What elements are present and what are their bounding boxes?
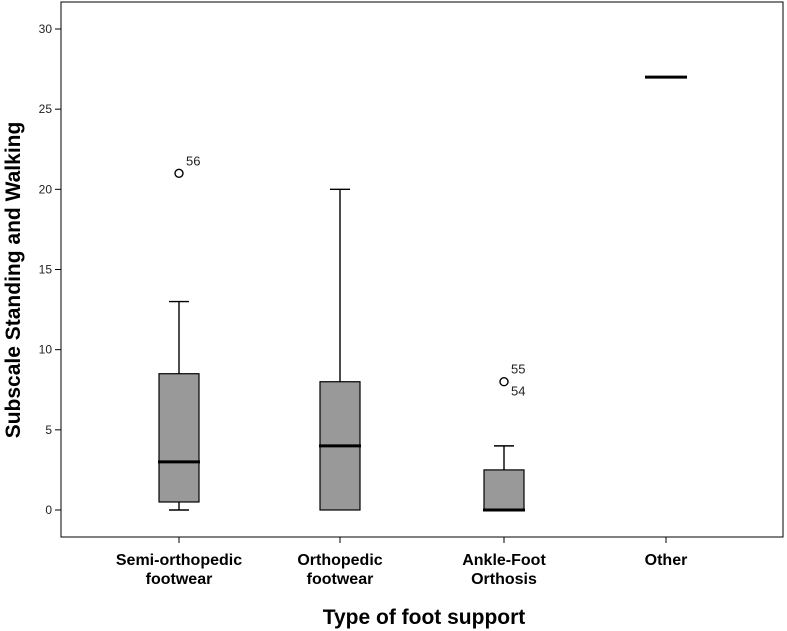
y-tick-label: 5 <box>45 423 52 437</box>
x-category-label: Other <box>645 552 688 569</box>
outlier-point <box>174 168 184 179</box>
y-tick-label: 25 <box>39 102 53 116</box>
y-tick-label: 0 <box>45 503 52 517</box>
y-tick-label: 15 <box>39 263 53 277</box>
x-axis: Semi-orthopedic footwear Orthopedic footwea… <box>116 537 687 588</box>
x-category-label: Orthopedic <box>297 552 382 569</box>
x-category-label: Ankle-Foot <box>462 552 546 569</box>
x-category-label: Orthosis <box>471 571 537 588</box>
x-category-label: footwear <box>146 571 213 588</box>
outlier-label: 56 <box>186 153 200 168</box>
outlier-label: 54 <box>511 384 525 399</box>
x-category-label: Semi-orthopedic <box>116 552 242 569</box>
outlier-label: 55 <box>511 362 525 377</box>
y-axis-title: Subscale Standing and Walking <box>2 122 25 439</box>
outlier-point <box>499 377 509 387</box>
y-tick-label: 30 <box>39 22 53 36</box>
y-axis: 0 5 10 15 20 25 30 <box>39 22 61 517</box>
y-tick-label: 20 <box>39 182 53 196</box>
x-axis-title: Type of foot support <box>323 606 526 629</box>
iqr-box <box>158 373 200 503</box>
y-tick-label: 10 <box>39 343 53 357</box>
box-group: 56 <box>158 153 200 511</box>
x-category-label: footwear <box>307 571 374 588</box>
iqr-box <box>483 469 525 511</box>
box-group <box>319 188 361 511</box>
